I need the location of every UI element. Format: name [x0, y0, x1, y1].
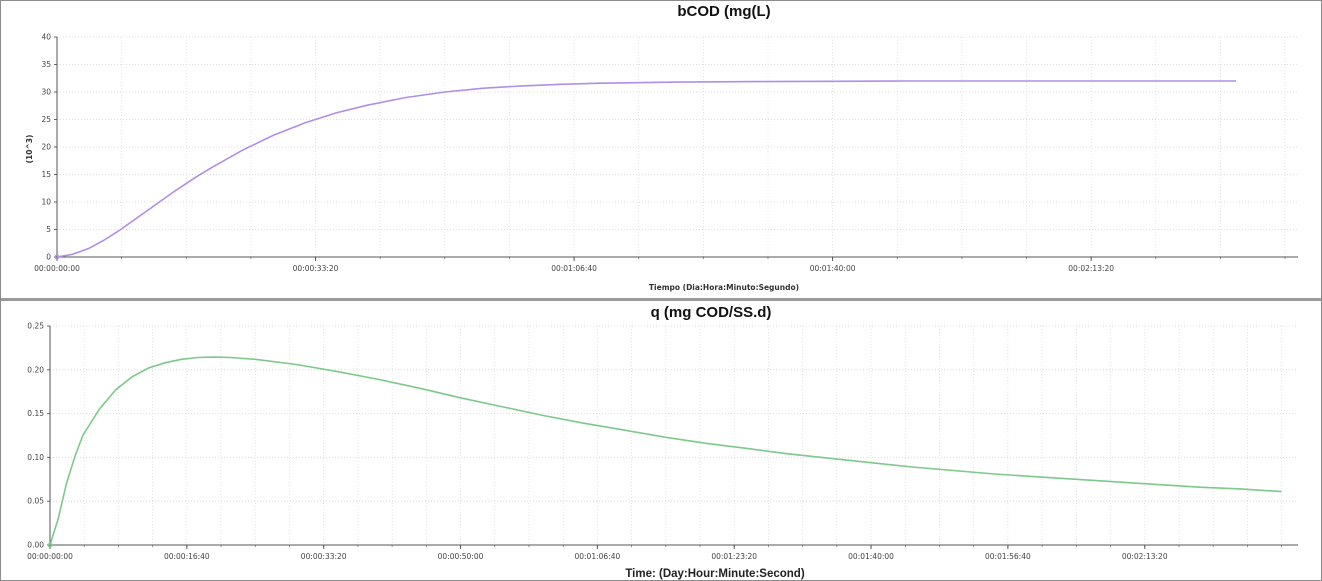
q-x-axis-label: Time: (Day:Hour:Minute:Second): [625, 568, 804, 580]
bcod-x-tick-label: 00:01:06:40: [551, 264, 597, 273]
q-x-ticks: 00:00:00:00 00:00:16:40 00:00:33:20 00:00:5…: [27, 552, 1168, 561]
q-y-tick-label: 0.15: [27, 409, 44, 418]
bcod-start-point: [54, 254, 60, 260]
bcod-x-tick-label: 00:00:33:20: [293, 264, 339, 273]
bcod-x-tick-label: 00:01:40:00: [810, 264, 856, 273]
q-y-tick-label: 0.05: [27, 497, 44, 506]
bcod-chart: bCOD (mg(L) 0 5 10 15 20 25 30 35 40 00:00:00:00…: [25, 3, 1298, 292]
q-x-tick-label: 00:01:40:00: [848, 552, 894, 561]
q-series-line: [49, 356, 1282, 546]
bcod-y-tick-label: 0: [46, 253, 51, 262]
q-grid: [50, 325, 1298, 546]
q-x-tick-label: 00:00:00:00: [27, 552, 73, 561]
q-y-tick-label: 0.25: [27, 322, 44, 331]
bcod-y-tick-label: 15: [41, 170, 51, 179]
q-y-tick-label: 0.20: [27, 365, 44, 374]
q-x-tick-label: 00:01:56:40: [985, 552, 1031, 561]
bcod-axes: [54, 36, 1298, 261]
bcod-series: [54, 80, 1236, 260]
bcod-y-tick-label: 10: [41, 198, 51, 207]
q-chart-panel: q (mg COD/SS.d) 0.00 0.05 0.10 0.15 0.20 0.25…: [1, 301, 1321, 580]
bcod-x-tick-label: 00:00:00:00: [34, 264, 80, 273]
bcod-x-tick-label: 00:02:13:20: [1068, 264, 1114, 273]
q-y-ticks: 0.00 0.05 0.10 0.15 0.20 0.25: [27, 322, 44, 550]
q-chart: q (mg COD/SS.d) 0.00 0.05 0.10 0.15 0.20 0.25…: [27, 304, 1298, 580]
q-chart-title: q (mg COD/SS.d): [651, 304, 772, 321]
q-start-point: [47, 542, 53, 548]
panel-separator: [1, 298, 1321, 301]
bcod-y-tick-label: 25: [41, 115, 51, 124]
bcod-chart-title: bCOD (mg(L): [677, 3, 770, 20]
q-y-tick-label: 0.00: [27, 541, 44, 550]
q-y-tick-label: 0.10: [27, 453, 44, 462]
q-x-tick-label: 00:01:23:20: [711, 552, 757, 561]
bcod-series-line: [56, 80, 1236, 258]
q-plot-area: [50, 326, 1298, 545]
q-x-tick-label: 00:02:13:20: [1122, 552, 1168, 561]
bcod-y-tick-label: 40: [41, 33, 51, 42]
q-x-tick-label: 00:00:50:00: [438, 552, 484, 561]
bcod-y-tick-label: 35: [41, 60, 51, 69]
q-axes: [47, 325, 1298, 549]
q-x-tick-label: 00:00:16:40: [164, 552, 210, 561]
bcod-chart-panel: bCOD (mg(L) 0 5 10 15 20 25 30 35 40 00:00:00:00…: [1, 1, 1321, 298]
q-series: [47, 356, 1282, 548]
bcod-y-axis-label: (10^3): [25, 135, 34, 164]
q-x-tick-label: 00:01:06:40: [574, 552, 620, 561]
bcod-x-ticks: 00:00:00:00 00:00:33:20 00:01:06:40 00:01:4…: [34, 264, 1114, 273]
bcod-y-tick-label: 30: [41, 88, 51, 97]
bcod-y-ticks: 0 5 10 15 20 25 30 35 40: [41, 33, 51, 262]
bcod-grid: [57, 36, 1298, 258]
bcod-y-tick-label: 5: [46, 225, 51, 234]
q-x-tick-label: 00:00:33:20: [301, 552, 347, 561]
bcod-y-tick-label: 20: [41, 143, 51, 152]
bcod-x-axis-label: Tiempo (Dia:Hora:Minuto:Segundo): [649, 283, 799, 292]
